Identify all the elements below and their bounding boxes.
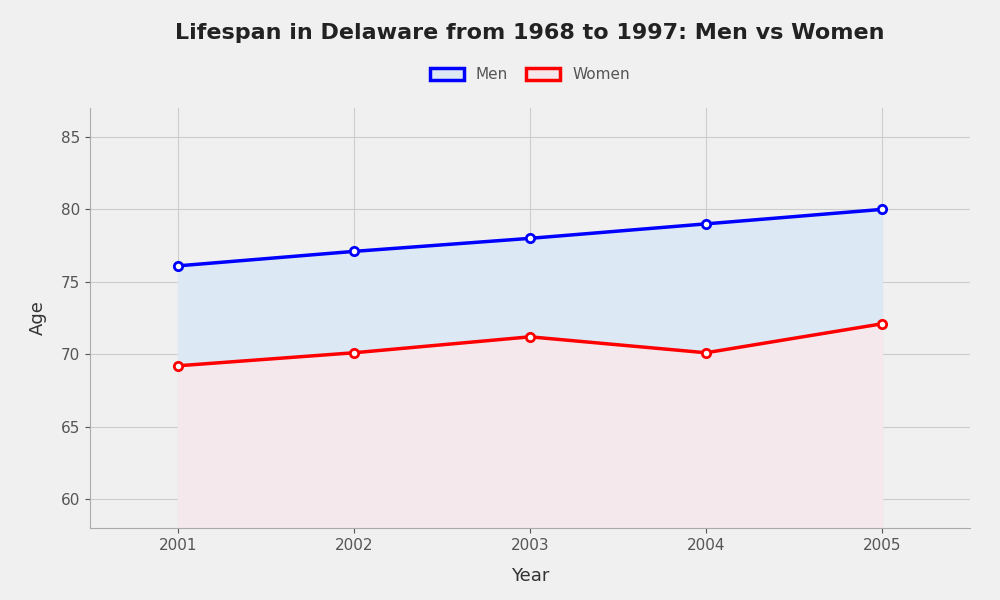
X-axis label: Year: Year [511,566,549,584]
Y-axis label: Age: Age [29,301,47,335]
Title: Lifespan in Delaware from 1968 to 1997: Men vs Women: Lifespan in Delaware from 1968 to 1997: … [175,23,885,43]
Legend: Men, Women: Men, Women [424,61,636,88]
